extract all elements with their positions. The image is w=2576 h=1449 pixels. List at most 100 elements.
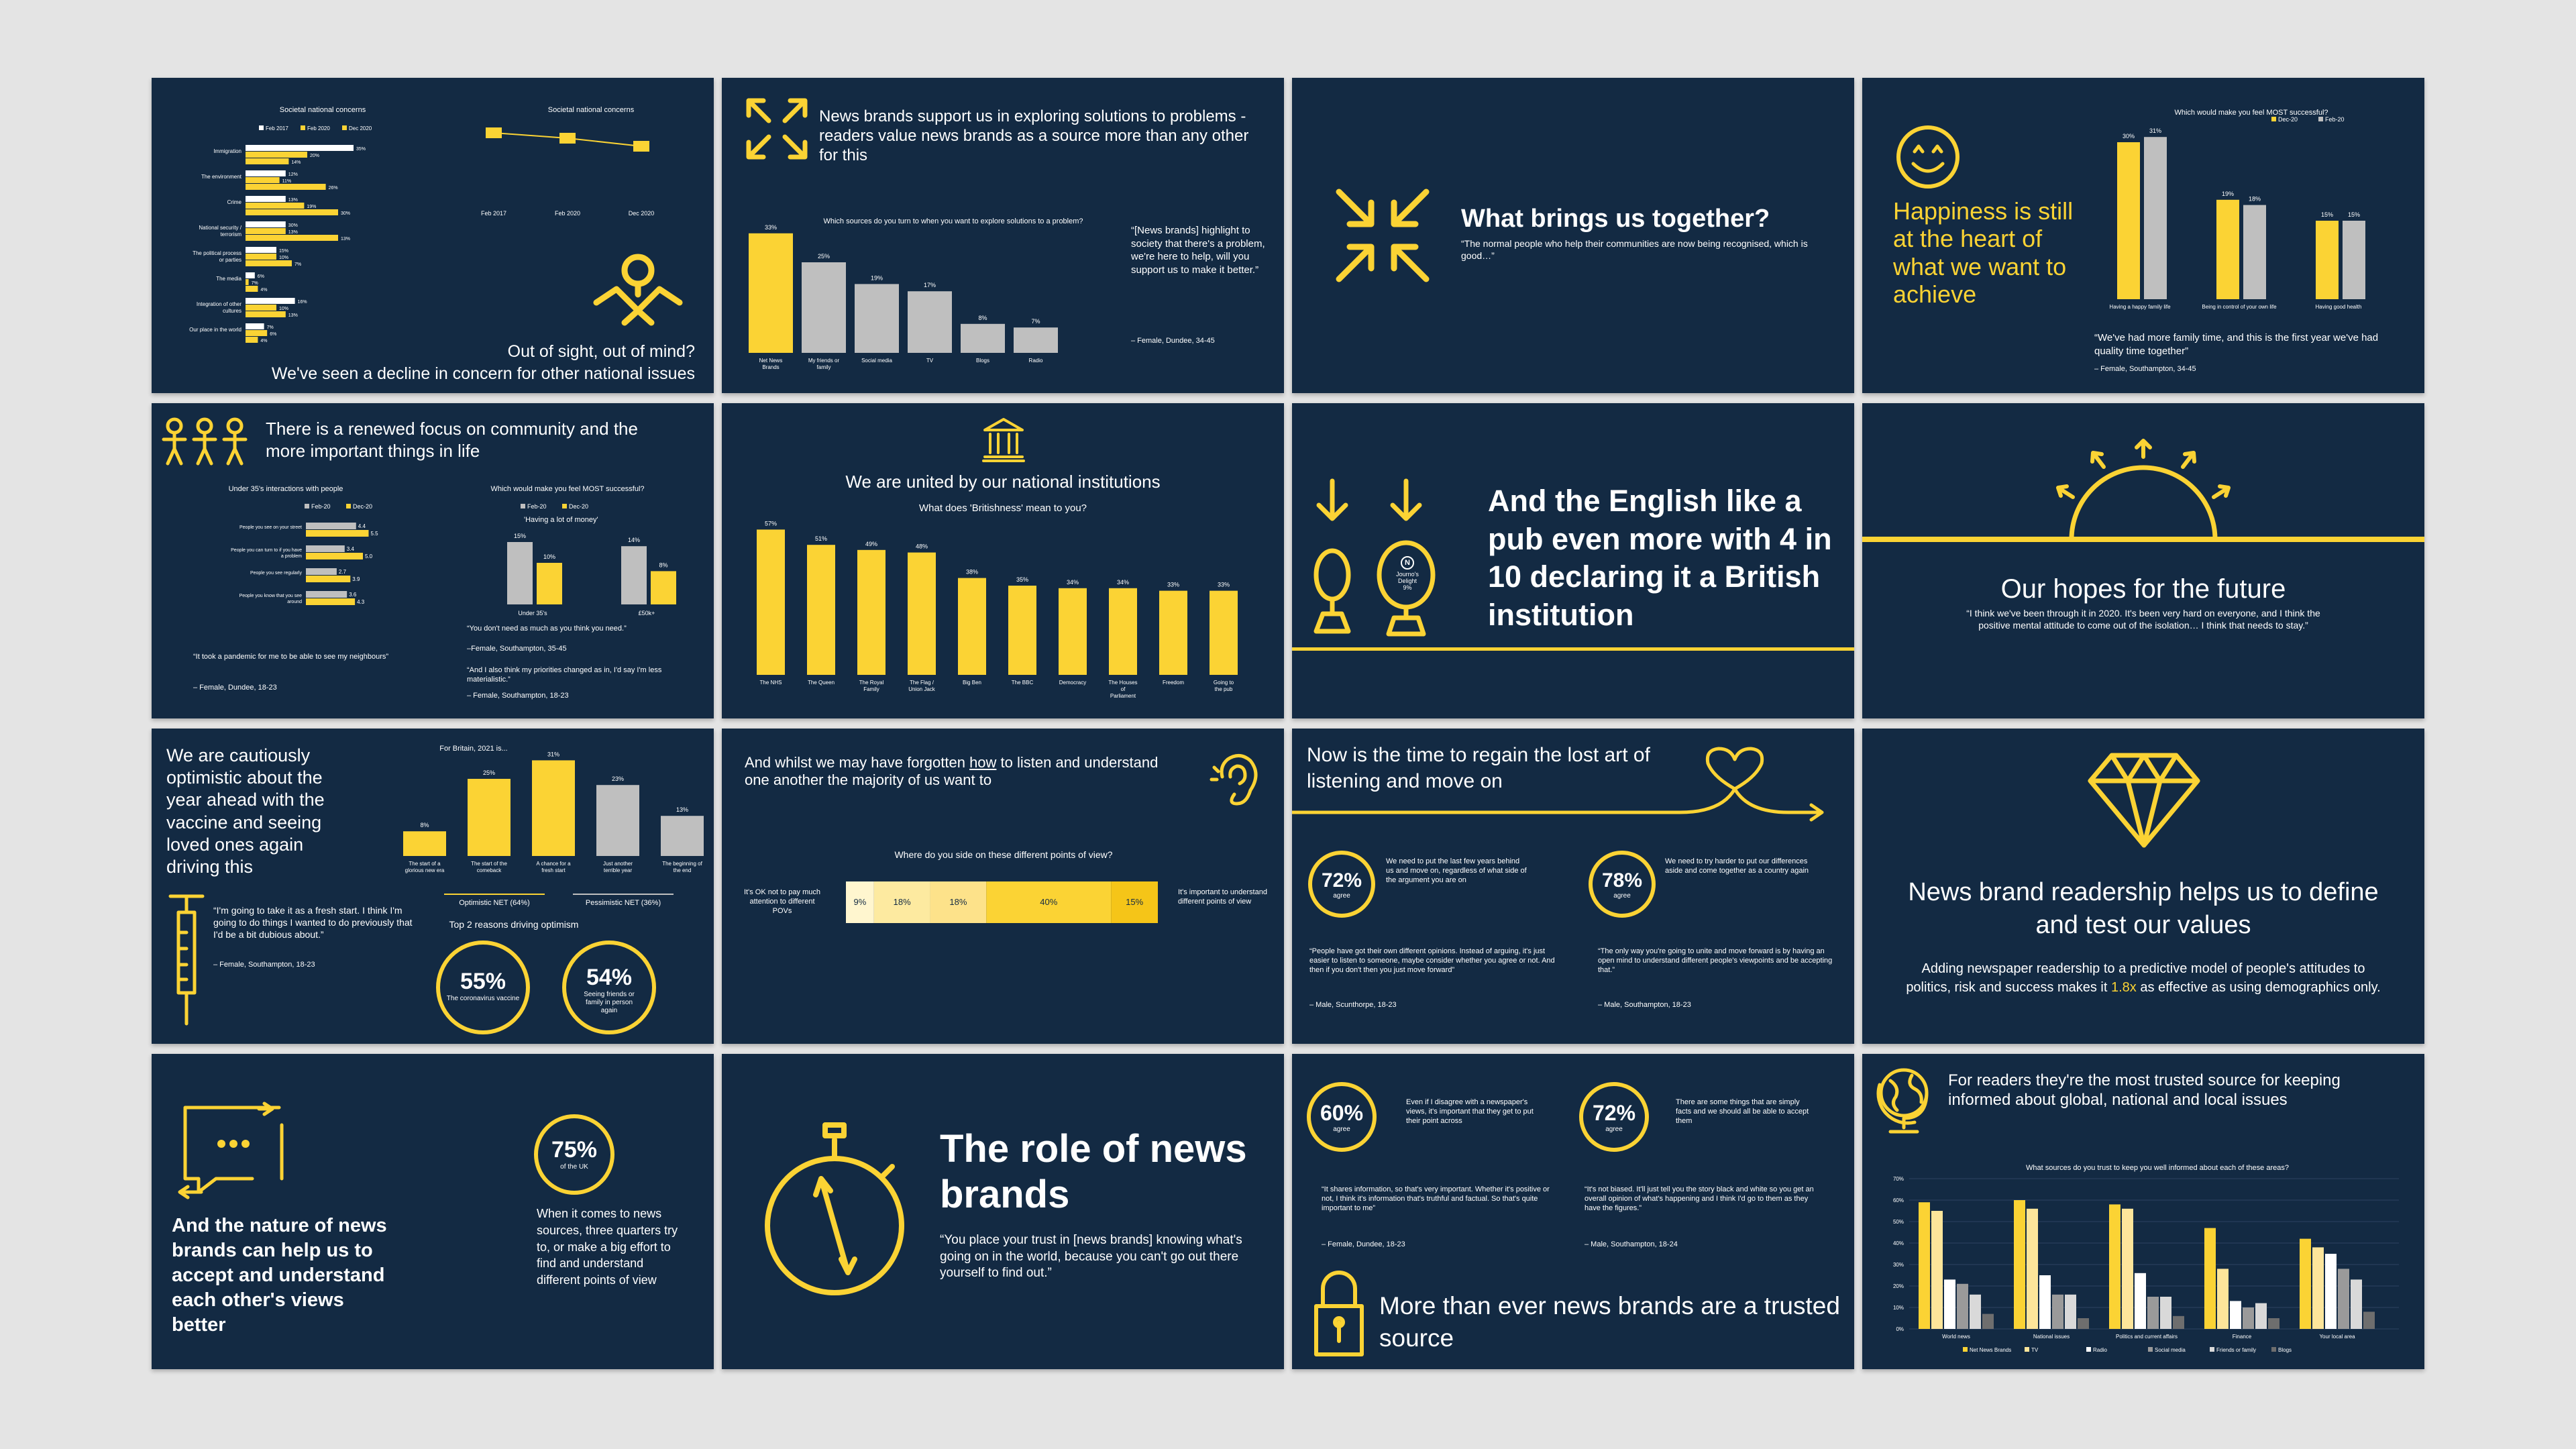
slide-role[interactable]: The role of news brands “You place your … — [722, 1054, 1284, 1369]
legend-label: Feb 2017 — [266, 125, 288, 131]
legend-label: Net News Brands — [1970, 1347, 2011, 1353]
slide-title: For readers they're the most trusted sou… — [1948, 1071, 2341, 1109]
slide-community[interactable]: There is a renewed focus on community an… — [152, 403, 714, 718]
bar — [2144, 137, 2167, 299]
bar-value-label: 15% — [279, 249, 288, 254]
bar — [2243, 1307, 2254, 1329]
bar — [1957, 1283, 1968, 1329]
bar-value-label: 8% — [420, 822, 429, 828]
bar — [908, 552, 936, 675]
category-label: Having good health — [2316, 304, 2362, 310]
bar-value-label: 14% — [291, 160, 301, 165]
slide-pub[interactable]: N Journo's Delight 9% And the English li… — [1292, 403, 1854, 718]
converge-arrows-icon — [1336, 189, 1430, 282]
slide-title: Happiness is still at the heart of what … — [1893, 197, 2074, 309]
quote: “[News brands] highlight to society that… — [1131, 225, 1265, 276]
legend-swatch — [1963, 1347, 1968, 1352]
slide-together[interactable]: What brings us together? “The normal peo… — [1292, 78, 1854, 393]
category-label: Having a happy family life — [2109, 304, 2171, 310]
bar — [468, 779, 511, 856]
bar — [246, 203, 305, 209]
quote-2: “The only way you're going to unite and … — [1598, 947, 1833, 974]
bar — [246, 305, 276, 311]
slide-values[interactable]: News brand readership helps us to define… — [1862, 729, 2424, 1044]
category-label: Radio — [1029, 358, 1043, 364]
reason-1-label: The coronavirus vaccine — [446, 995, 520, 1002]
bar-value-label: 31% — [2149, 127, 2161, 134]
bar — [246, 311, 286, 317]
bar-value-label: 49% — [865, 541, 877, 547]
bar-value-label: 15% — [2321, 211, 2333, 218]
category-label: Immigration — [213, 148, 241, 154]
bar — [246, 209, 338, 215]
y-tick-label: 60% — [1893, 1197, 1904, 1203]
bar — [246, 298, 295, 304]
category-label: The Flag / — [910, 680, 934, 686]
bar — [1109, 588, 1137, 675]
diamond-icon — [2088, 753, 2200, 848]
bar-value-label: 5.0 — [365, 553, 373, 559]
bar — [2268, 1318, 2279, 1329]
category-label: National security / — [199, 225, 241, 231]
slide-points-of-view[interactable]: And whilst we may have forgotten how to … — [722, 729, 1284, 1044]
bar-value-label: 15% — [2348, 211, 2360, 218]
attribution-1: – Male, Scunthorpe, 18-23 — [1309, 1001, 1397, 1009]
bar-value-label: 30% — [288, 223, 298, 228]
divider-line — [1292, 647, 1854, 651]
chart-title: What does 'Britishness' mean to you? — [918, 502, 1087, 514]
stat-2-text: There are some things that are simply fa… — [1676, 1098, 1809, 1125]
quote: “The normal people who help their commun… — [1461, 238, 1808, 262]
category-label: Family — [863, 686, 879, 692]
legend-swatch — [2148, 1347, 2153, 1352]
slide-trusted-source[interactable]: For readers they're the most trusted sou… — [1862, 1054, 2424, 1369]
reason-2-label: Seeing friends or family in person again — [584, 991, 635, 1014]
slide-solutions[interactable]: News brands support us in exploring solu… — [722, 78, 1284, 393]
slide-hopes[interactable]: Our hopes for the future “I think we've … — [1862, 403, 2424, 718]
line-point — [633, 141, 649, 152]
title-line-2: We've seen a decline in concern for othe… — [271, 364, 695, 383]
bar-value-label: 13% — [676, 806, 688, 813]
slide-happiness[interactable]: Happiness is still at the heart of what … — [1862, 78, 2424, 393]
bar — [1014, 327, 1058, 353]
slide-accept[interactable]: And the nature of news brands can help u… — [152, 1054, 714, 1369]
bar — [596, 785, 639, 856]
bar — [246, 184, 326, 190]
bar — [2078, 1318, 2089, 1329]
stat-2-value: 78% — [1601, 869, 1643, 892]
slide-listening[interactable]: Now is the time to regain the lost art o… — [1292, 729, 1854, 1044]
bar-value-label: 3.6 — [349, 592, 357, 598]
stat-sub: of the UK — [560, 1163, 588, 1171]
segment-label: 40% — [1040, 897, 1057, 907]
quote-1: “It shares information, so that's very i… — [1322, 1185, 1550, 1212]
pov-stacked-bar: 9% 18% 18% 40% 15% — [846, 881, 1158, 923]
slide-title: We are united by our national institutio… — [845, 472, 1161, 492]
bar-value-label: 7% — [294, 262, 301, 267]
bar — [1210, 590, 1238, 675]
bar — [246, 196, 286, 202]
category-label: Just another — [603, 861, 633, 867]
bar-value-label: 4.4 — [358, 523, 366, 529]
slide-optimism[interactable]: We are cautiously optimistic about the y… — [152, 729, 714, 1044]
bar-value-label: 3.9 — [352, 576, 360, 582]
stat-1-sub: agree — [1333, 1126, 1350, 1133]
slide-concerns[interactable]: Societal national concerns Feb 2017 Feb 2… — [152, 78, 714, 393]
slide-title: News brand readership helps us to define… — [1908, 878, 2379, 939]
category-label: TV — [926, 358, 934, 364]
bar-chart-title: Societal national concerns — [279, 106, 366, 114]
segment-label: 18% — [894, 897, 911, 907]
bar-value-label: 25% — [483, 769, 495, 776]
segment-label: 15% — [1126, 897, 1143, 907]
category-label: Social media — [861, 358, 892, 364]
slide-trusted[interactable]: 60% agree Even if I disagree with a newsp… — [1292, 1054, 1854, 1369]
category-label: the pub — [1215, 686, 1233, 692]
bar-value-label: 34% — [1117, 579, 1129, 586]
bar-value-label: 10% — [543, 553, 555, 560]
bar — [2052, 1294, 2063, 1329]
figure-icon — [593, 254, 683, 326]
slide-title: And the English like a pub even more wit… — [1488, 484, 1832, 633]
slide-institutions[interactable]: We are united by our national institutio… — [722, 403, 1284, 718]
bar — [2217, 1269, 2229, 1329]
stat-2-ring: 72% agree — [1579, 1082, 1649, 1152]
legend-swatch — [521, 504, 525, 508]
x-tick-label: Dec 2020 — [629, 210, 655, 217]
